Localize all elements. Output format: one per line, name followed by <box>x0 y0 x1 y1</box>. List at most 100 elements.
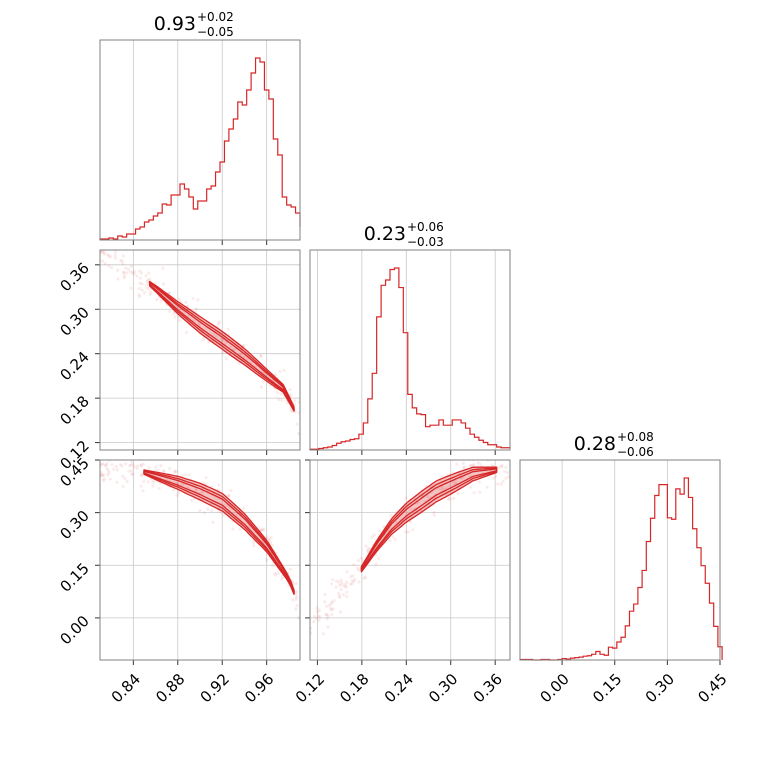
scatter-point <box>504 476 508 480</box>
scatter-point <box>294 590 298 594</box>
scatter-point <box>138 269 142 273</box>
scatter-point <box>325 613 329 617</box>
scatter-point <box>478 490 482 494</box>
scatter-point <box>452 482 456 486</box>
scatter-point <box>471 453 474 456</box>
scatter-point <box>127 469 131 473</box>
scatter-point <box>145 286 149 290</box>
scatter-point <box>145 283 149 287</box>
scatter-point <box>436 487 440 491</box>
scatter-point <box>135 464 139 468</box>
scatter-point <box>278 369 282 374</box>
scatter-point <box>317 618 321 622</box>
scatter-point <box>204 476 208 480</box>
scatter-point <box>352 563 356 567</box>
scatter-point <box>122 271 126 275</box>
scatter-point <box>142 291 147 295</box>
scatter-point <box>291 598 295 602</box>
histogram-line <box>519 477 723 661</box>
scatter-point <box>493 456 496 459</box>
scatter-point <box>115 480 119 484</box>
scatter-point <box>276 391 280 395</box>
scatter-point <box>478 462 482 466</box>
scatter-point <box>156 468 160 472</box>
tick-label-y: 0.30 <box>56 303 92 339</box>
scatter-point <box>391 535 395 539</box>
scatter-point <box>184 300 188 304</box>
scatter-point <box>130 460 134 464</box>
density-contour <box>360 467 498 572</box>
scatter-point <box>183 473 188 477</box>
scatter-point <box>217 320 222 324</box>
scatter-point <box>149 290 153 294</box>
scatter-point <box>280 577 284 581</box>
scatter-point <box>161 282 166 286</box>
scatter-point <box>503 456 506 459</box>
scatter-point <box>172 312 176 316</box>
scatter-point <box>100 250 104 253</box>
density-contour <box>143 470 295 594</box>
scatter-point <box>132 465 136 469</box>
density-fill <box>361 467 497 572</box>
histogram-line <box>309 267 511 450</box>
scatter-point <box>337 591 341 595</box>
scatter-point <box>102 477 106 481</box>
panel-frame <box>99 39 301 241</box>
scatter-point <box>147 466 151 470</box>
scatter-point <box>110 462 114 467</box>
scatter-point <box>294 597 299 601</box>
tick-label-x: 0.24 <box>381 670 417 706</box>
scatter-point <box>122 270 126 274</box>
scatter-point <box>447 496 452 500</box>
scatter-point <box>151 484 155 488</box>
scatter-point <box>338 583 342 587</box>
median-title-plus: +0.08 <box>617 430 654 444</box>
scatter-point <box>289 393 293 397</box>
scatter-point <box>494 474 498 478</box>
scatter-point <box>216 322 221 326</box>
density-contour <box>360 466 498 573</box>
scatter-point <box>341 592 346 597</box>
scatter-point <box>394 520 398 524</box>
tick-label-x: 0.84 <box>108 670 144 706</box>
scatter-point <box>139 463 143 467</box>
scatter-point <box>506 470 510 475</box>
scatter-point <box>164 477 168 481</box>
scatter-point <box>500 465 504 469</box>
scatter-point <box>270 543 274 547</box>
scatter-point <box>201 337 205 342</box>
median-title: 0.28 <box>574 433 616 455</box>
scatter-point <box>457 456 460 459</box>
tick-label-x: 0.30 <box>425 670 461 706</box>
scatter-point <box>357 580 361 584</box>
scatter-point <box>114 464 118 469</box>
scatter-point <box>140 472 144 477</box>
scatter-point <box>154 465 158 469</box>
scatter-point <box>295 603 299 608</box>
scatter-point <box>106 473 110 477</box>
scatter-point <box>316 614 320 618</box>
scatter-point <box>238 527 242 531</box>
scatter-point <box>123 247 126 250</box>
scatter-point <box>288 567 292 572</box>
scatter-point <box>280 575 285 579</box>
scatter-point <box>132 272 136 276</box>
scatter-point <box>100 470 103 475</box>
scatter-point <box>366 548 370 553</box>
scatter-point <box>499 482 503 486</box>
scatter-point <box>273 571 277 575</box>
scatter-point <box>445 485 449 490</box>
scatter-point <box>177 297 181 301</box>
scatter-point <box>139 473 144 478</box>
scatter-point <box>148 292 152 296</box>
scatter-point <box>124 266 128 270</box>
median-title-plus: +0.02 <box>197 10 234 24</box>
panel-content <box>100 460 300 620</box>
scatter-point <box>326 614 330 618</box>
median-title-minus: −0.06 <box>617 445 654 459</box>
scatter-point <box>294 607 298 611</box>
scatter-point <box>168 309 172 314</box>
scatter-point <box>325 604 329 608</box>
scatter-point <box>138 286 142 291</box>
